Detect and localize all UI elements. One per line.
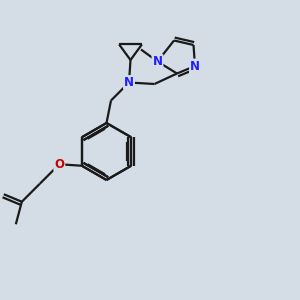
Text: N: N — [190, 59, 200, 73]
Text: N: N — [124, 76, 134, 89]
Text: N: N — [152, 55, 163, 68]
Text: O: O — [54, 158, 64, 171]
